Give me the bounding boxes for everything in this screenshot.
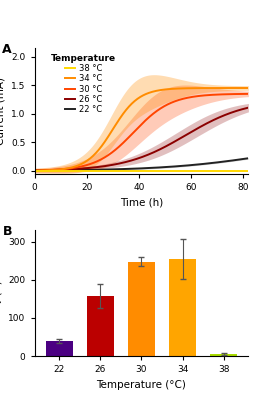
Bar [46, 341, 73, 356]
Text: A: A [2, 43, 12, 56]
Bar [128, 262, 155, 356]
Bar [169, 259, 196, 356]
X-axis label: Temperature (°C): Temperature (°C) [97, 380, 186, 390]
Y-axis label: Q (C): Q (C) [0, 280, 3, 306]
Bar [87, 296, 114, 356]
Legend: 38 °C, 34 °C, 30 °C, 26 °C, 22 °C: 38 °C, 34 °C, 30 °C, 26 °C, 22 °C [49, 52, 118, 116]
X-axis label: Time (h): Time (h) [120, 197, 163, 207]
Bar [210, 354, 237, 356]
Y-axis label: Current (mA): Current (mA) [0, 77, 6, 145]
Text: B: B [2, 225, 12, 238]
